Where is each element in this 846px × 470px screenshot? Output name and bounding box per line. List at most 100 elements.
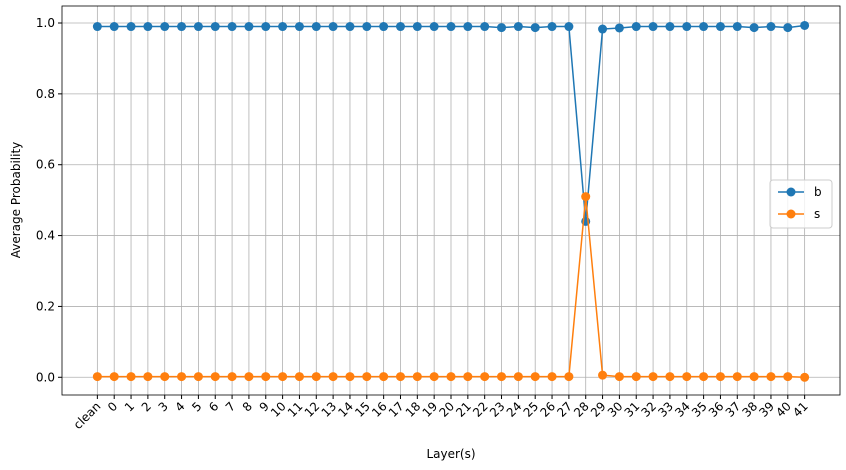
point [160,22,170,32]
point [800,372,810,382]
point [328,22,338,32]
point [648,22,658,32]
point [345,22,355,32]
point [547,372,557,382]
point [530,23,540,33]
point [177,372,187,382]
x-tick-label: 5 [189,399,204,414]
y-tick-label: 0.2 [36,299,55,313]
point [278,372,288,382]
point [311,372,321,382]
point [598,24,608,34]
x-tick-label: 4 [172,399,187,414]
point [715,372,725,382]
y-tick-label: 0.8 [36,87,55,101]
point [328,372,338,382]
point [648,372,658,382]
point [446,22,456,32]
point [631,372,641,382]
point [783,372,793,382]
y-tick-label: 0.6 [36,158,55,172]
legend-label: b [814,185,822,199]
point [429,22,439,32]
point [783,23,793,33]
point [227,22,237,32]
x-tick-label: 41 [790,399,811,420]
point [210,22,220,32]
legend-box [769,179,833,229]
point [227,372,237,382]
point [732,22,742,32]
x-tick-label: 3 [156,399,171,414]
point [665,372,675,382]
point [210,372,220,382]
x-tick-label: 0 [105,399,120,414]
point [160,372,170,382]
point [143,22,153,32]
point [513,372,523,382]
point [749,372,759,382]
y-tick-label: 0.0 [36,370,55,384]
point [278,22,288,32]
x-tick-label: 8 [240,399,255,414]
point [665,22,675,32]
point [244,372,254,382]
x-tick-label: 1 [122,399,137,414]
y-tick-label: 0.4 [36,229,55,243]
point [800,20,810,30]
point [699,22,709,32]
point [177,22,187,32]
point [497,23,507,33]
point [766,372,776,382]
point [530,372,540,382]
legend-marker [786,187,796,197]
point [412,22,422,32]
point [294,22,304,32]
point [244,22,254,32]
point [614,372,624,382]
plot-frame [61,5,841,396]
x-tick-label: 7 [223,399,238,414]
point [92,22,102,32]
point [143,372,153,382]
point [345,372,355,382]
point [92,372,102,382]
x-tick-label: 6 [206,399,221,414]
x-tick-label: 2 [139,399,154,414]
point [126,22,136,32]
point [614,23,624,33]
point [581,192,591,202]
point [311,22,321,32]
point [766,22,776,32]
point [412,372,422,382]
point [682,372,692,382]
point [631,22,641,32]
y-tick-label: 1.0 [36,16,55,30]
legend-label: s [814,207,820,221]
y-axis-label: Average Probability [9,142,23,259]
point [395,22,405,32]
point [294,372,304,382]
point [699,372,709,382]
point [446,372,456,382]
point [126,372,136,382]
point [497,372,507,382]
point [480,372,490,382]
point [732,372,742,382]
point [463,22,473,32]
point [564,372,574,382]
point [193,372,203,382]
point [564,22,574,32]
point [547,22,557,32]
point [261,22,271,32]
point [513,22,523,32]
point [109,372,119,382]
point [429,372,439,382]
point [362,22,372,32]
point [395,372,405,382]
point [379,372,389,382]
legend-marker [786,209,796,219]
point [193,22,203,32]
point [261,372,271,382]
point [379,22,389,32]
